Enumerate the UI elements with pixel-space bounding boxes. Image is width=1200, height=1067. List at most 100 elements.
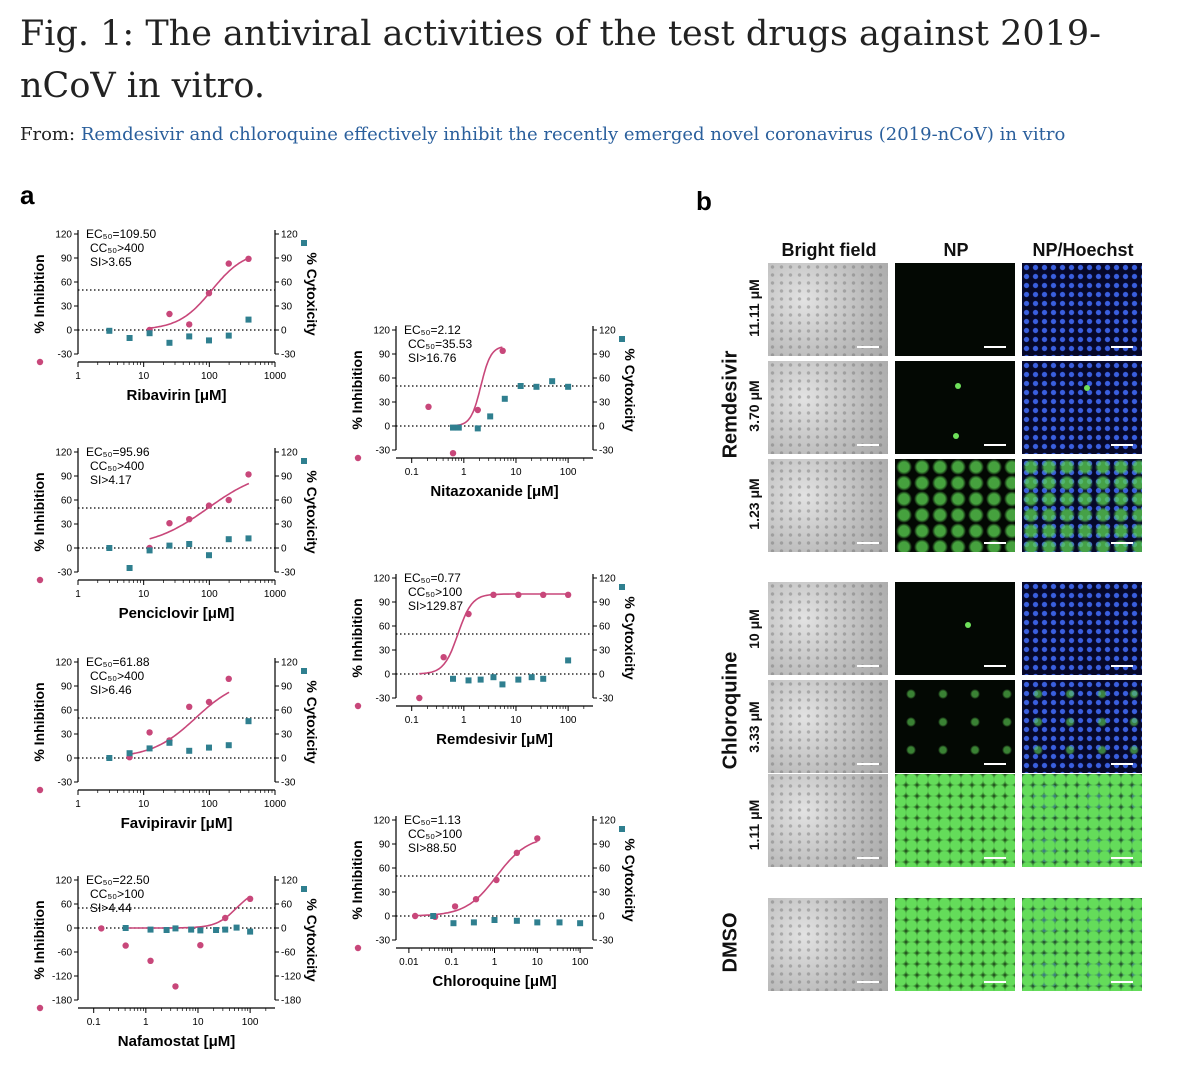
cytotoxicity-point [501,395,508,402]
y-tick-label-left: 90 [379,598,391,609]
x-tick-label: 1000 [264,371,287,382]
cytotoxicity-point [186,747,193,754]
y-tick-label-right: 0 [281,754,287,765]
y-tick-label-left: 60 [61,496,73,507]
inhibition-point [411,912,419,920]
x-tick-label: 100 [201,799,218,810]
chart-nitazoxanide: -30 -30 0 0 30 30 60 60 90 90 120 120 0.1 1 10 100 EC₅₀=… [349,323,638,500]
y-tick-label-right: 0 [599,912,605,923]
x-tick-label: 10 [192,1017,204,1028]
micrograph-np [895,263,1015,356]
scale-bar [857,346,879,348]
x-axis-label: Favipiravir [μM] [121,815,233,832]
scale-bar [1111,542,1133,544]
y-tick-label-right: 120 [599,326,616,337]
y-tick-label-right: 120 [599,574,616,585]
cytotoxicity-point [474,425,481,432]
y-tick-label-right: 120 [281,230,298,241]
cytotoxicity-point [147,926,154,933]
legend-inhibition-marker [36,358,44,366]
y-tick-label-right: 120 [281,876,298,887]
legend-inhibition-marker [354,702,362,710]
micrograph-np-hoechst [1022,263,1142,356]
inhibition-point [205,698,213,706]
legend-inhibition-marker [36,576,44,584]
x-tick-label: 1 [75,799,81,810]
cytotoxicity-point [197,927,204,934]
y-tick-label-left: -120 [52,972,72,983]
micrograph-np [895,898,1015,991]
y-tick-label-left: 0 [66,924,72,935]
micrograph-bright-field [768,361,888,454]
inhibition-point [425,403,432,410]
x-tick-label: 10 [532,957,544,968]
inhibition-point [416,694,423,702]
inhibition-point [186,516,193,523]
y-tick-label-left: 120 [55,448,72,459]
cytotoxicity-point [477,676,484,683]
y-tick-label-left: 0 [384,422,390,433]
x-tick-label: 1 [492,957,498,968]
y-tick-label-right: 0 [599,422,605,433]
cytotoxicity-point [222,926,229,933]
cytotoxicity-point [205,744,212,751]
concentration-label: 1.23 μM [746,478,762,530]
y-tick-label-left: 60 [379,622,391,633]
y-tick-label-left: 120 [373,816,390,827]
cytotoxicity-point [205,337,212,344]
y-axis-label-left: % Inhibition [31,472,47,551]
scale-bar [1111,665,1133,667]
y-tick-label-right: -30 [281,778,296,789]
cytotoxicity-point [126,335,133,341]
scale-bar [857,857,879,859]
cytotoxicity-point [450,675,457,682]
y-tick-label-right: -30 [281,568,296,579]
y-axis-label-left: % Inhibition [31,254,47,333]
cytotoxicity-point [470,919,477,926]
y-axis-label-left: % Inhibition [349,840,365,919]
micrograph-np-hoechst [1022,898,1142,991]
scale-bar [857,542,879,544]
cytotoxicity-point [213,927,220,933]
x-tick-label: 1 [461,715,467,726]
y-tick-label-right: 60 [599,374,611,385]
scale-bar [857,665,879,667]
source-article-link[interactable]: Remdesivir and chloroquine effectively i… [80,124,1066,145]
x-tick-label: 1 [461,467,467,478]
inhibition-point [205,290,213,297]
y-tick-label-right: -30 [599,936,614,947]
column-header-np: NP [943,240,969,260]
x-tick-label: 10 [510,715,522,726]
y-tick-label-left: 120 [55,876,72,887]
cytotoxicity-point [513,917,520,924]
chart-remdesivir: -30 -30 0 0 30 30 60 60 90 90 120 120 0.1 1 10 100 EC₅₀=… [349,571,638,748]
y-axis-label-right: % Cytoxicity [304,898,320,981]
annotation-text: CC₅₀>100 [408,585,463,599]
annotation-text: EC₅₀=109.50 [86,227,157,241]
inhibition-point [513,849,521,856]
micrograph-bright-field [768,898,888,991]
inhibition-point [147,957,154,964]
y-tick-label-left: 0 [66,544,72,555]
y-axis-label-left: % Inhibition [31,682,47,761]
micrograph-np-hoechst [1022,361,1142,454]
group-label-dmso: DMSO [719,912,742,973]
y-tick-label-right: 120 [599,816,616,827]
x-tick-label: 10 [510,467,522,478]
chart-nafamostat: -180 -180 -120 -120 -60 -60 0 0 60 60 120 120 0.1 1 10… [31,873,320,1050]
micrograph-np [895,582,1015,675]
y-tick-label-right: 60 [281,496,293,507]
y-tick-label-right: -30 [599,694,614,705]
scale-bar [984,857,1006,859]
y-tick-label-left: -30 [58,778,73,789]
cytotoxicity-point [188,926,195,933]
cytotoxicity-point [465,677,472,684]
y-tick-label-left: 90 [379,350,391,361]
inhibition-point [222,914,229,922]
annotation-text: SI>88.50 [408,841,457,855]
y-tick-label-left: 0 [384,670,390,681]
inhibition-point [166,310,173,318]
y-tick-label-right: 30 [599,398,611,409]
inhibition-point [186,703,193,710]
